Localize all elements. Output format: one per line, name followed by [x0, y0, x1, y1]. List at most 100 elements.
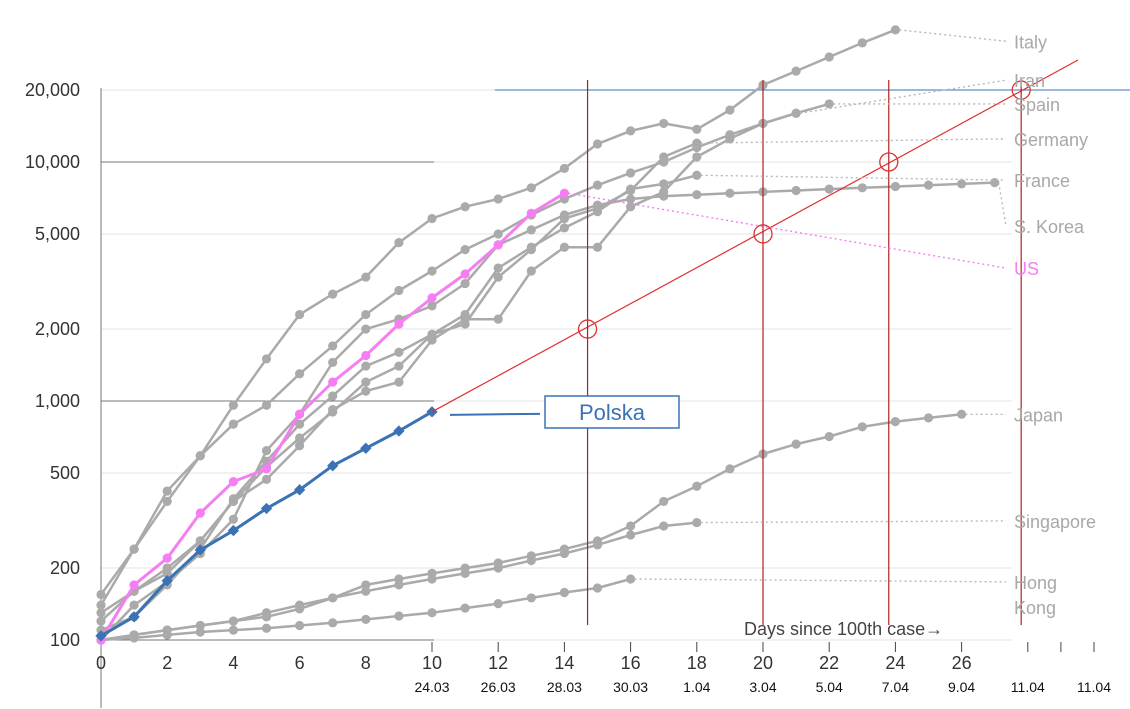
series-label-s-korea: S. Korea [1014, 217, 1085, 237]
data-point [592, 536, 603, 546]
date-label: 9.04 [948, 679, 975, 695]
series-label-spain: Spain [1014, 95, 1060, 115]
leader-iran [799, 79, 1007, 114]
data-point [626, 168, 636, 178]
data-point [460, 603, 470, 613]
date-label: 24.03 [414, 679, 449, 695]
data-point [559, 163, 570, 174]
data-point [460, 563, 470, 573]
data-point [228, 616, 238, 626]
data-point [824, 99, 834, 109]
data-point [295, 369, 305, 379]
data-point [659, 521, 669, 531]
data-point [692, 517, 702, 528]
data-point [328, 289, 338, 299]
data-point [626, 202, 636, 212]
data-point [96, 616, 106, 626]
x-tick-label: 2 [162, 653, 172, 673]
data-point [592, 180, 603, 190]
data-point [493, 558, 503, 568]
data-point [328, 357, 338, 368]
data-point [857, 422, 867, 432]
series-label-hong-kong: Kong [1014, 598, 1056, 618]
data-point [427, 335, 437, 345]
data-point [361, 614, 371, 624]
data-point [129, 630, 139, 640]
series-label-japan: Japan [1014, 405, 1063, 425]
data-point [857, 38, 867, 48]
data-point [360, 442, 372, 454]
polska-label: Polska [579, 400, 646, 425]
x-tick-label: 8 [361, 653, 371, 673]
data-point [659, 179, 669, 189]
data-point [295, 309, 305, 320]
data-point [460, 202, 470, 212]
y-tick-label: 20,000 [25, 80, 80, 100]
data-point [228, 514, 238, 524]
data-point [162, 568, 172, 578]
data-point [293, 484, 306, 496]
data-point [394, 377, 404, 387]
data-point [195, 620, 205, 631]
date-label: 7.04 [882, 679, 909, 695]
x-tick-label: 4 [228, 653, 238, 673]
data-point [692, 142, 702, 153]
data-point [328, 618, 338, 628]
data-point [493, 272, 503, 282]
data-point [526, 183, 536, 193]
data-point [194, 544, 206, 556]
data-point [725, 105, 735, 115]
data-point [394, 574, 404, 584]
data-point [128, 611, 140, 623]
data-point [890, 25, 901, 35]
data-point [261, 400, 272, 410]
y-tick-label: 1,000 [35, 391, 80, 411]
data-point [295, 441, 305, 451]
data-point [493, 599, 503, 609]
data-point [592, 583, 603, 593]
leader-germany [700, 138, 1007, 144]
data-point [692, 152, 702, 162]
data-point [824, 431, 834, 442]
series-label-us: US [1014, 259, 1039, 279]
x-axis-label: Days since 100th case→ [744, 619, 943, 639]
x-tick-label: 22 [819, 653, 839, 673]
data-point [427, 568, 437, 578]
y-tick-label: 5,000 [35, 224, 80, 244]
data-point [361, 377, 371, 387]
date-label: 11.04 [1077, 679, 1111, 695]
y-tick-label: 500 [50, 463, 80, 483]
projection-layer [431, 59, 1079, 625]
data-point [295, 620, 305, 631]
data-point [725, 188, 735, 198]
x-tick-label: 12 [488, 653, 508, 673]
data-point [659, 496, 669, 507]
data-point [559, 188, 570, 198]
x-tick-label: 26 [952, 653, 972, 673]
data-point [725, 130, 735, 140]
data-point [228, 477, 238, 487]
data-point [692, 170, 702, 180]
data-point [328, 341, 338, 351]
data-point [328, 405, 338, 415]
data-point [295, 433, 305, 443]
polska-box [544, 395, 680, 429]
data-point [96, 608, 106, 618]
data-point [361, 586, 371, 596]
data-point [427, 213, 437, 224]
data-point [692, 124, 702, 134]
data-point [890, 416, 901, 427]
date-label: 28.03 [547, 679, 582, 695]
series-line-italy [99, 28, 896, 596]
data-point [824, 52, 834, 62]
leader-italy [899, 29, 1007, 42]
data-point [295, 409, 305, 419]
data-point [526, 245, 536, 255]
data-point [427, 608, 437, 618]
y-tick-label: 100 [50, 630, 80, 650]
data-point [791, 439, 801, 449]
projection-line [431, 59, 1079, 413]
data-point [857, 183, 867, 193]
x-tick-label: 16 [621, 653, 641, 673]
